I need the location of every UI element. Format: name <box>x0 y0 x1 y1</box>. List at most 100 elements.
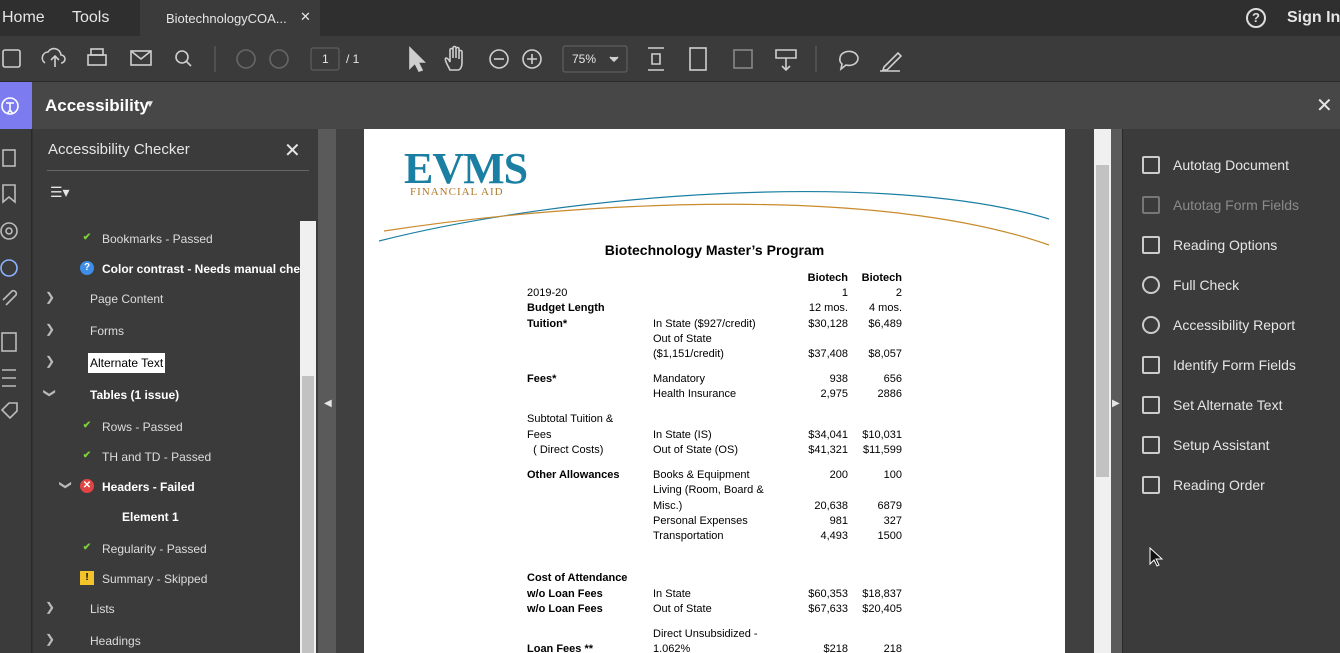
table-cell: 1500 <box>877 530 902 542</box>
tab-close[interactable]: ✕ <box>300 9 311 24</box>
checker-close[interactable]: ✕ <box>284 140 301 162</box>
table-cell: 327 <box>883 515 902 527</box>
table-cell: 2886 <box>877 388 902 400</box>
table-cell: 12 mos. <box>808 302 848 314</box>
table-cell: $18,837 <box>862 588 902 600</box>
table-cell: In State (IS) <box>653 429 712 441</box>
table-cell: Out of State <box>653 603 712 615</box>
checker-item[interactable]: Tables (1 issue) <box>90 388 180 402</box>
tool-icon <box>1142 276 1160 294</box>
table-cell: 1 <box>841 287 848 299</box>
tool-icon <box>1142 356 1160 374</box>
zoom[interactable]: 75% <box>572 52 597 66</box>
table-cell: Direct Unsubsidized - <box>653 628 758 640</box>
scroll-thumb[interactable] <box>302 376 314 653</box>
expander[interactable]: ❯ <box>59 479 74 491</box>
checker-item[interactable]: Headings <box>90 634 141 648</box>
checker-item[interactable]: Alternate Text <box>88 353 166 373</box>
active-tab[interactable] <box>140 0 320 37</box>
table-cell: Personal Expenses <box>653 515 748 527</box>
checker-item[interactable]: Summary - Skipped <box>102 572 208 586</box>
checker-scrollbar[interactable] <box>300 221 316 653</box>
doc-left-handle[interactable]: ◀ <box>324 398 332 409</box>
status-icon: ✔ <box>82 542 92 553</box>
table-cell: Fees* <box>527 373 557 385</box>
doc-scrollbar[interactable] <box>1094 129 1111 653</box>
checker-item[interactable]: Regularity - Passed <box>102 542 207 556</box>
table-cell: Subtotal Tuition & <box>527 413 614 425</box>
tool-item[interactable]: Set Alternate Text <box>1173 397 1283 413</box>
sign-in[interactable]: Sign In <box>1287 9 1340 26</box>
table-cell: w/o Loan Fees <box>527 588 603 600</box>
panel-bar <box>0 82 1340 129</box>
checker-item[interactable]: Element 1 <box>122 510 179 524</box>
table-cell: Biotech <box>807 272 848 284</box>
checker-list: ✔ Bookmarks - Passed? Color contrast - Nee… <box>33 221 300 653</box>
table-cell: Books & Equipment <box>653 469 750 481</box>
table-cell: Mandatory <box>653 373 705 385</box>
toolbar-icons <box>2 45 903 73</box>
tool-item[interactable]: Reading Options <box>1173 237 1278 253</box>
table-cell: $67,633 <box>808 603 848 615</box>
tab-doc[interactable]: BiotechnologyCOA... <box>166 11 287 26</box>
table-cell: In State ($927/credit) <box>653 318 756 330</box>
tool-item[interactable]: Identify Form Fields <box>1173 357 1296 373</box>
table-cell: $20,405 <box>862 603 902 615</box>
tool-item[interactable]: Reading Order <box>1173 477 1265 493</box>
table-cell: 2,975 <box>820 388 848 400</box>
page-current[interactable]: 1 <box>322 52 329 66</box>
table-cell: Loan Fees ** <box>527 643 594 653</box>
tool-item[interactable]: Setup Assistant <box>1173 437 1270 453</box>
accessibility-icon-tab[interactable] <box>0 82 32 129</box>
toolbar <box>0 36 1340 82</box>
tab-home[interactable]: Home <box>2 9 45 26</box>
table-cell: Fees <box>527 429 552 441</box>
expander[interactable]: ❯ <box>45 632 56 646</box>
checker-item[interactable]: Color contrast - Needs manual check <box>102 262 300 276</box>
table-cell: Out of State <box>653 333 712 345</box>
table-cell: $218 <box>823 643 848 653</box>
options-menu[interactable]: ☰▾ <box>50 184 70 200</box>
doc-scroll-thumb[interactable] <box>1096 165 1109 477</box>
expander[interactable]: ❯ <box>43 387 58 399</box>
expander[interactable]: ❯ <box>45 600 56 614</box>
tool-icon <box>1142 396 1160 414</box>
table-cell: 218 <box>883 643 902 653</box>
table-cell: Transportation <box>653 530 724 542</box>
table-cell: 1.062% <box>653 643 691 653</box>
expander[interactable]: ❯ <box>45 322 56 336</box>
table-cell: 2019-20 <box>527 287 568 299</box>
table-cell: Misc.) <box>653 500 683 512</box>
table-cell: ( Direct Costs) <box>527 444 604 456</box>
tool-icon <box>1142 236 1160 254</box>
checker-item[interactable]: Page Content <box>90 292 164 306</box>
table-cell: In State <box>653 588 691 600</box>
expander[interactable]: ❯ <box>45 290 56 304</box>
table-cell: $11,599 <box>863 444 902 456</box>
help[interactable]: ? <box>1246 8 1266 28</box>
tool-item[interactable]: Autotag Document <box>1173 157 1289 173</box>
tool-icon <box>1142 196 1160 214</box>
tool-item[interactable]: Accessibility Report <box>1173 317 1296 333</box>
checker-item[interactable]: Lists <box>90 602 115 616</box>
checker-item[interactable]: TH and TD - Passed <box>102 450 212 464</box>
doc-right-handle[interactable]: ▶ <box>1112 398 1120 409</box>
panel-close[interactable]: ✕ <box>1316 95 1333 117</box>
tools-list: Autotag Document Autotag Form Fields Readi… <box>1122 129 1340 653</box>
panel-title[interactable]: Accessibility <box>45 96 149 115</box>
table-cell: 20,638 <box>814 500 848 512</box>
table-cell: Cost of Attendance <box>527 572 628 584</box>
checker-item[interactable]: Forms <box>90 324 124 338</box>
table-cell: $37,408 <box>808 348 848 360</box>
checker-item[interactable]: Rows - Passed <box>102 420 183 434</box>
table-cell: 981 <box>829 515 848 527</box>
expander[interactable]: ❯ <box>45 354 56 368</box>
checker-item[interactable]: Headers - Failed <box>102 480 195 494</box>
pdf-page: EVMS FINANCIAL AID Biotechnology Master’s … <box>364 129 1065 653</box>
tool-item[interactable]: Full Check <box>1173 277 1240 293</box>
panel-dropdown[interactable]: ▼ <box>145 99 155 110</box>
checker-item[interactable]: Bookmarks - Passed <box>102 232 213 246</box>
table-cell: Budget Length <box>527 302 605 314</box>
tab-tools[interactable]: Tools <box>72 9 110 26</box>
status-icon: ✕ <box>80 479 94 493</box>
